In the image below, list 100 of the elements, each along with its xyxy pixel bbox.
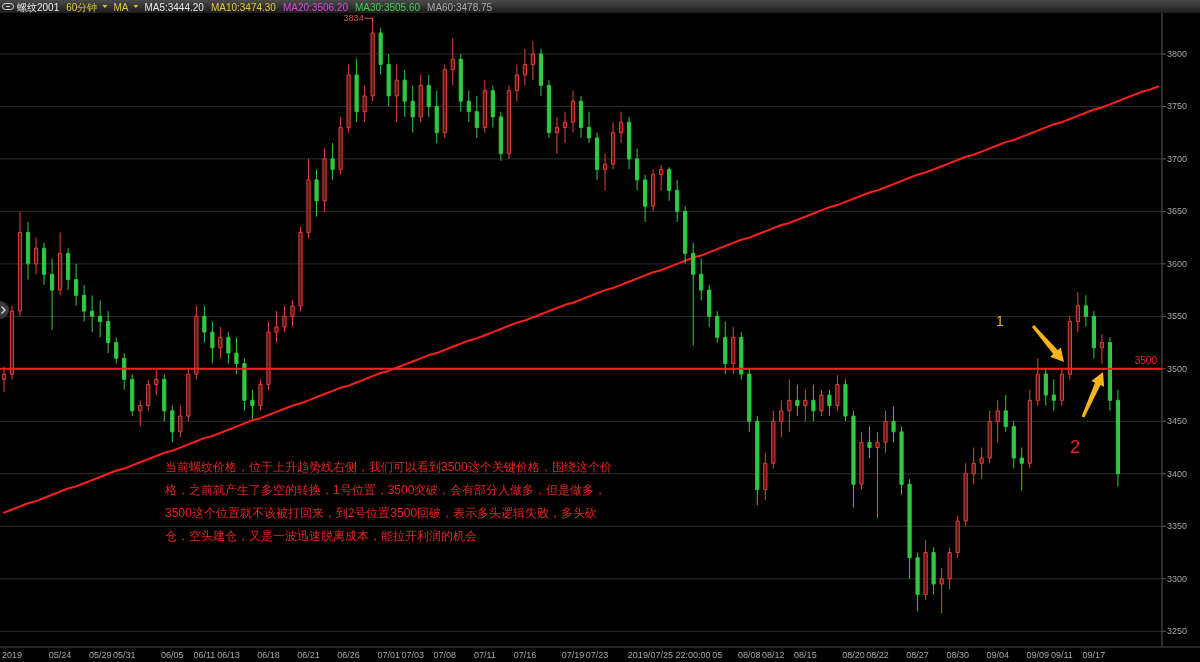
candlestick [947,546,952,590]
candlestick [514,63,519,102]
candlestick [410,84,415,134]
candlestick [114,336,119,365]
candlestick [683,205,688,265]
x-tick-label: 08/15 [794,650,817,660]
candlestick [651,168,656,212]
x-tick-label: 07/03 [401,650,424,660]
candlestick [466,90,471,123]
y-tick-label: 3750 [1167,101,1188,112]
candlestick [17,210,23,317]
candlestick [811,384,816,422]
candlestick [314,168,319,218]
candlestick [258,378,263,412]
candlestick [186,368,191,422]
candlestick [803,389,808,422]
candlestick [546,79,552,139]
x-tick-label: 07/23 [585,650,609,660]
x-tick-label: 07/19 [561,650,585,660]
candlestick [298,226,303,312]
candlestick [923,539,928,601]
candlestick [218,326,223,359]
candlestick [90,294,95,333]
candlestick [659,164,664,191]
chart-title: 螺纹2001 [17,1,60,13]
candlestick [378,27,383,76]
y-tick-label: 3350 [1167,521,1188,532]
candlestick [1107,336,1113,412]
candlestick [819,389,824,417]
candlestick [891,406,896,443]
candlestick [58,231,63,296]
candlestick [282,305,287,333]
candlestick [49,258,55,331]
candlestick [635,147,640,191]
chart-subtitle: 60分钟 [66,1,98,13]
x-tick-label: 06/21 [297,650,320,660]
candlestick [747,368,752,433]
candlestick [771,410,776,470]
candlestick [795,384,800,417]
x-tick-label: 07/11 [473,650,496,660]
candlestick [138,399,143,428]
candlestick [74,263,79,307]
candlestick [346,63,351,134]
candlestick [522,48,527,86]
candlestick [154,368,159,396]
candlestick [859,431,864,491]
candlestick [250,389,255,420]
candlestick [482,79,487,134]
y-tick-label: 3250 [1167,626,1188,637]
candlestick [426,74,431,118]
candlestick [715,310,720,344]
candlestick [915,552,920,612]
candlestick [955,515,960,559]
candlestick [963,462,968,527]
candlestick [971,447,976,485]
candlestick [1091,310,1096,359]
candlestick [907,478,912,580]
candlestick [610,121,616,170]
x-tick-label: 08/30 [946,650,969,660]
candlestick [691,242,696,347]
candlestick [1,366,7,393]
y-tick-label: 3700 [1167,153,1188,164]
candlestick [602,153,608,191]
candlestick [562,111,568,144]
y-tick-label: 3600 [1167,258,1188,269]
candlestick [570,90,576,134]
x-tick-label: 06/13 [217,650,240,660]
candlestick [1035,357,1040,407]
candlestick [338,116,343,176]
candlestick [402,69,407,118]
candlestick [354,58,359,123]
candlestick [1043,368,1048,407]
candlestick [418,74,423,123]
candlestick [98,300,103,338]
candlestick [202,305,207,344]
candlestick [987,410,992,464]
y-tick-label: 3550 [1167,311,1188,322]
candlestick [594,132,600,181]
x-tick-label: 06/18 [257,650,280,660]
candlestick [667,166,672,202]
y-tick-label: 3400 [1167,468,1188,479]
candlestick [226,331,231,365]
y-tick-label: 3450 [1167,416,1188,427]
candlestick [1083,294,1088,328]
candlestick [266,321,271,391]
annotation: 3834 [343,13,364,24]
candlestick [25,221,31,281]
candlestick [1075,291,1080,333]
y-tick-label: 3800 [1167,48,1188,59]
x-tick-label: 09/04 [986,650,1009,660]
candlestick [66,247,71,291]
candlestick [9,305,15,380]
candlestick [699,258,704,302]
candlestick [755,415,760,506]
x-tick-label: 06/05 [161,650,184,660]
candlestick [362,84,367,123]
candlestick [899,426,904,496]
candlestick [322,147,327,212]
annotation: 2 [1069,437,1081,457]
x-tick-label: 07/01 [377,650,400,660]
